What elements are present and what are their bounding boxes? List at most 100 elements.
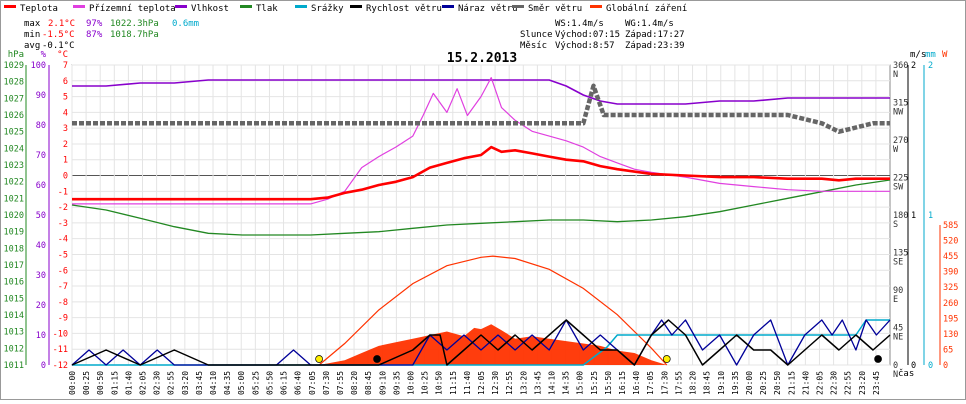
sunset-marker xyxy=(662,355,671,363)
min-label: min xyxy=(24,30,40,40)
wind-dir-tick: 225 xyxy=(893,174,908,184)
max-label: max xyxy=(24,19,41,29)
legend-label: Tlak xyxy=(256,4,278,14)
x-tick-label: 15:50 xyxy=(604,371,613,395)
humidity-axis-tick: 90 xyxy=(36,91,46,101)
x-tick-label: 13:45 xyxy=(533,371,542,395)
rain-tick: 2 xyxy=(928,61,933,71)
x-tick-label: 18:45 xyxy=(703,371,712,395)
radiation-tick: 195 xyxy=(943,314,958,324)
temperature-axis-tick: -12 xyxy=(53,361,68,371)
x-tick-label: 16:40 xyxy=(632,371,641,395)
humidity-axis-tick: 30 xyxy=(36,271,46,281)
radiation-tick: 260 xyxy=(943,299,958,309)
sun-rise: Východ:07:15 xyxy=(555,30,620,40)
humidity-axis-tick: 20 xyxy=(36,301,46,311)
wind-dir-label: SE xyxy=(893,258,903,268)
pressure-axis-tick: 1026 xyxy=(4,111,24,121)
moon-set: Západ:23:39 xyxy=(625,41,685,51)
x-tick-label: 20:00 xyxy=(745,371,754,395)
humidity-axis-tick: 60 xyxy=(36,181,46,191)
legend-label: Globální záření xyxy=(606,4,687,14)
pressure-axis-tick: 1020 xyxy=(4,211,24,221)
temperature-line xyxy=(72,145,890,201)
radiation-tick: 0 xyxy=(943,361,948,371)
temperature-axis-tick: 5 xyxy=(63,93,68,103)
avg-label: avg xyxy=(24,41,40,51)
wind-dir-label: NE xyxy=(893,333,903,343)
moon-label: Měsíc xyxy=(520,41,547,51)
legend-label: Vlhkost xyxy=(191,4,229,14)
pressure-axis-tick: 1019 xyxy=(4,228,24,238)
legend-swatch xyxy=(350,5,362,8)
axes: 00:00 00:25 00:50 01:15 01:40 02:05 02:30 02:55… xyxy=(4,50,959,395)
x-tick-label: 16:15 xyxy=(618,371,627,395)
stats-panel: max 2.1°C 97% 1022.3hPa 0.6mm min -1.5°C… xyxy=(24,19,685,51)
pressure-axis-tick: 1024 xyxy=(4,144,24,154)
temperature-axis-tick: 3 xyxy=(63,124,68,134)
x-tick-label: 07:30 xyxy=(322,371,331,395)
wind-speed-tick: 0 xyxy=(911,361,916,371)
x-tick-label: 04:10 xyxy=(209,371,218,395)
radiation-tick: 585 xyxy=(943,221,958,231)
x-tick-label: 02:30 xyxy=(153,371,162,395)
temperature-axis-tick: 0 xyxy=(63,172,68,182)
x-tick-label: 10:50 xyxy=(435,371,444,395)
radiation-tick: 65 xyxy=(943,345,953,355)
temperature-axis-tick: 2 xyxy=(63,140,68,150)
x-tick-label: 12:30 xyxy=(491,371,500,395)
x-tick-label: 00:25 xyxy=(82,371,91,395)
x-tick-label: 08:20 xyxy=(350,371,359,395)
wind-speed-line xyxy=(71,319,891,366)
pressure-axis-unit: hPa xyxy=(8,50,24,60)
x-tick-label: 12:05 xyxy=(477,371,486,395)
temperature-axis-tick: -3 xyxy=(58,219,68,229)
temperature-axis-tick: -6 xyxy=(58,266,68,276)
x-tick-label: 15:25 xyxy=(590,371,599,395)
legend-label: Srážky xyxy=(311,4,344,14)
humidity-axis-tick: 40 xyxy=(36,241,46,251)
x-tick-label: 12:55 xyxy=(505,371,514,395)
wind-dir-tick: 45 xyxy=(893,324,903,334)
temperature-axis-tick: -1 xyxy=(58,187,68,197)
rain-line xyxy=(72,319,890,366)
temperature-axis-tick: -5 xyxy=(58,250,68,260)
temperature-axis-tick: -7 xyxy=(58,282,68,292)
max-press: 1022.3hPa xyxy=(110,19,159,29)
pressure-axis-tick: 1013 xyxy=(4,328,24,338)
temperature-axis-tick: -10 xyxy=(53,329,68,339)
x-tick-label: 02:05 xyxy=(139,371,148,395)
min-temp: -1.5°C xyxy=(42,30,75,40)
moonrise-marker xyxy=(373,355,381,363)
humidity-axis-tick: 80 xyxy=(36,121,46,131)
legend-label: Přízemní teplota xyxy=(89,4,176,14)
wind-dir-label: S xyxy=(893,220,898,230)
pressure-axis-tick: 1028 xyxy=(4,78,24,88)
x-tick-label: 02:55 xyxy=(167,371,176,395)
humidity-axis-tick: 50 xyxy=(36,211,46,221)
pressure-line xyxy=(71,179,891,236)
legend-swatch xyxy=(442,5,454,8)
legend-swatch xyxy=(175,5,187,8)
min-press: 1018.7hPa xyxy=(110,30,159,40)
x-tick-label: 08:45 xyxy=(364,371,373,395)
legend-swatch xyxy=(73,5,85,8)
sun-label: Slunce xyxy=(520,30,553,40)
x-tick-label: 23:45 xyxy=(872,371,881,395)
legend-swatch xyxy=(512,5,524,8)
temperature-axis-tick: -9 xyxy=(58,314,68,324)
x-tick-label: 20:50 xyxy=(773,371,782,395)
wind-dir-label: W xyxy=(893,145,899,155)
x-tick-label: 04:35 xyxy=(223,371,232,395)
x-tick-label: 10:25 xyxy=(421,371,430,395)
rain-tick: 0 xyxy=(928,361,933,371)
x-tick-label: 11:15 xyxy=(449,371,458,395)
avg-temp: -0.1°C xyxy=(42,41,75,51)
radiation-tick: 455 xyxy=(943,252,958,262)
radiation-tick: 130 xyxy=(943,330,958,340)
x-tick-label: 22:55 xyxy=(844,371,853,395)
wind-dir-tick: 135 xyxy=(893,249,908,259)
temperature-axis-tick: -2 xyxy=(58,203,68,213)
wind-dir-label: E xyxy=(893,295,898,305)
x-tick-label: 05:00 xyxy=(237,371,246,395)
